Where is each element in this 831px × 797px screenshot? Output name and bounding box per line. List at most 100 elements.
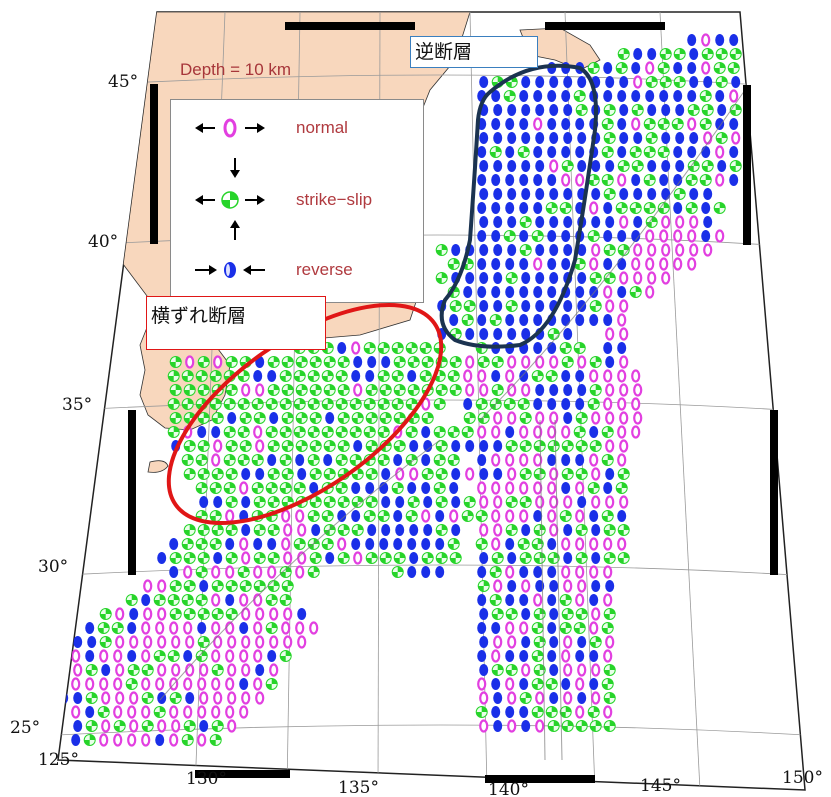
normal-mechanism-dot: [533, 481, 543, 495]
reverse-mechanism-dot: [493, 300, 503, 312]
strike-slip-mechanism-fill: [198, 440, 210, 452]
strike-slip-mechanism-fill: [602, 622, 614, 634]
strike-slip-mechanism-fill: [322, 426, 334, 438]
strike-slip-mechanism-fill: [294, 538, 306, 550]
strike-slip-mechanism-fill: [324, 440, 336, 452]
reverse-mechanism-dot: [323, 454, 333, 466]
normal-mechanism-dot: [701, 33, 711, 47]
normal-mechanism-dot: [225, 509, 235, 523]
strike-slip-mechanism-fill: [604, 692, 616, 704]
reverse-mechanism-dot: [549, 244, 559, 256]
legend-row-normal: normal: [171, 116, 423, 140]
strike-slip-mechanism-fill: [170, 608, 182, 620]
strike-slip-mechanism-fill: [520, 412, 532, 424]
up-arrow-icon: [229, 220, 241, 240]
normal-mechanism-dot: [309, 621, 319, 635]
reverse-mechanism-dot: [351, 370, 361, 382]
strike-slip-mechanism-fill: [366, 496, 378, 508]
normal-mechanism-dot: [507, 383, 517, 397]
normal-mechanism-dot: [129, 635, 139, 649]
strike-slip-mechanism-fill: [322, 370, 334, 382]
strike-slip-mechanism-fill: [142, 720, 154, 732]
strike-slip-mechanism-fill: [646, 76, 658, 88]
normal-mechanism-dot: [141, 621, 151, 635]
reverse-mechanism-dot: [533, 398, 543, 410]
strike-slip-mechanism-fill: [436, 384, 448, 396]
normal-mechanism-dot: [99, 649, 109, 663]
strike-slip-mechanism-fill: [378, 342, 390, 354]
lon-label-140: 140°: [488, 780, 529, 797]
normal-mechanism-dot: [633, 75, 643, 89]
normal-mechanism-dot: [253, 621, 263, 635]
normal-mechanism-dot: [211, 677, 221, 691]
normal-mechanism-dot: [253, 565, 263, 579]
strike-slip-mechanism-fill: [364, 398, 376, 410]
strike-slip-mechanism-fill: [338, 496, 350, 508]
lon-label-125: 125°: [38, 750, 79, 770]
strike-slip-mechanism-fill: [308, 398, 320, 410]
normal-mechanism-dot: [633, 271, 643, 285]
normal-mechanism-dot: [631, 117, 641, 131]
strike-slip-mechanism-fill: [658, 118, 670, 130]
strike-slip-mechanism-fill: [226, 524, 238, 536]
reverse-mechanism-dot: [493, 328, 503, 340]
strike-slip-mechanism-fill: [266, 482, 278, 494]
reverse-mechanism-dot: [477, 258, 487, 270]
reverse-mechanism-dot: [589, 594, 599, 606]
strike-slip-mechanism-fill: [422, 468, 434, 480]
strike-slip-mechanism-fill: [210, 734, 222, 746]
normal-mechanism-dot: [113, 677, 123, 691]
strike-slip-mechanism-fill: [252, 454, 264, 466]
normal-mechanism-dot: [241, 607, 251, 621]
strike-slip-mechanism-fill: [520, 440, 532, 452]
reverse-mechanism-dot: [295, 454, 305, 466]
normal-mechanism-dot: [631, 425, 641, 439]
strike-slip-mechanism-fill: [548, 328, 560, 340]
strike-slip-mechanism-fill: [590, 356, 602, 368]
reverse-mechanism-dot: [547, 650, 557, 662]
normal-mechanism-dot: [465, 383, 475, 397]
normal-mechanism-dot: [477, 677, 487, 691]
normal-mechanism-dot: [563, 495, 573, 509]
normal-mechanism-dot: [213, 691, 223, 705]
strike-slip-mechanism-fill: [280, 454, 292, 466]
reverse-mechanism-dot: [563, 216, 573, 228]
strike-slip-mechanism-fill: [618, 48, 630, 60]
strike-slip-mechanism-fill: [226, 580, 238, 592]
reverse-mechanism-dot: [491, 230, 501, 242]
reverse-mechanism-dot: [59, 692, 69, 704]
normal-mechanism-dot: [297, 523, 307, 537]
trench-lines: [159, 89, 746, 761]
strike-slip-mechanism-fill: [506, 524, 518, 536]
strike-slip-mechanism-dot: [58, 664, 70, 676]
reverse-mechanism-dot: [575, 398, 585, 410]
strike-slip-mechanism-fill: [210, 370, 222, 382]
strike-slip-mechanism-fill: [98, 622, 110, 634]
strike-slip-mechanism-fill: [268, 440, 280, 452]
reverse-mechanism-dot: [519, 370, 529, 382]
reverse-mechanism-dot: [199, 720, 209, 732]
normal-mechanism-dot: [239, 593, 249, 607]
reverse-mechanism-dot: [647, 48, 657, 60]
strike-slip-mechanism-fill: [618, 468, 630, 480]
strike-slip-mechanism-fill: [464, 412, 476, 424]
normal-mechanism-dot: [171, 635, 181, 649]
reverse-mechanism-dot: [477, 566, 487, 578]
strike-slip-mechanism-fill: [534, 636, 546, 648]
reverse-mechanism-dot: [563, 244, 573, 256]
reverse-mechanism-dot: [505, 314, 515, 326]
normal-mechanism-dot: [143, 579, 153, 593]
strike-slip-mechanism-fill: [434, 426, 446, 438]
reverse-mechanism-dot: [673, 62, 683, 74]
strike-slip-mechanism-fill: [658, 202, 670, 214]
normal-mechanism-dot: [605, 635, 615, 649]
reverse-mechanism-dot: [87, 636, 97, 648]
strike-slip-mechanism-fill: [532, 538, 544, 550]
strike-slip-mechanism-fill: [406, 510, 418, 522]
strike-slip-mechanism-fill: [630, 286, 642, 298]
normal-mechanism-dot: [533, 257, 543, 271]
strike-slip-mechanism-fill: [702, 160, 714, 172]
normal-mechanism-dot: [113, 649, 123, 663]
reverse-mechanism-dot: [589, 678, 599, 690]
strike-slip-mechanism-fill: [448, 370, 460, 382]
